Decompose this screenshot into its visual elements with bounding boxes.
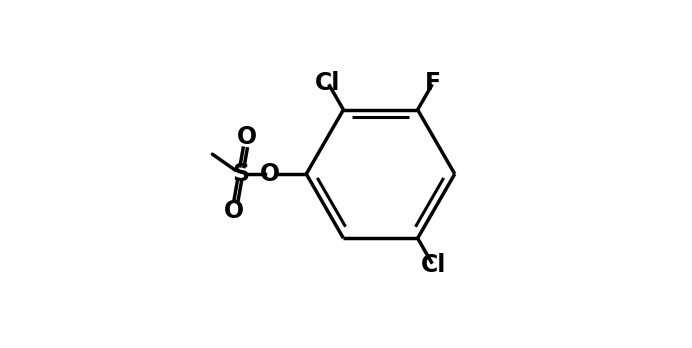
Text: O: O (260, 162, 280, 186)
Text: O: O (237, 125, 257, 149)
Text: Cl: Cl (315, 71, 340, 95)
Text: Cl: Cl (421, 253, 446, 277)
Text: F: F (425, 71, 441, 95)
Text: S: S (232, 162, 249, 186)
Text: O: O (224, 199, 244, 223)
